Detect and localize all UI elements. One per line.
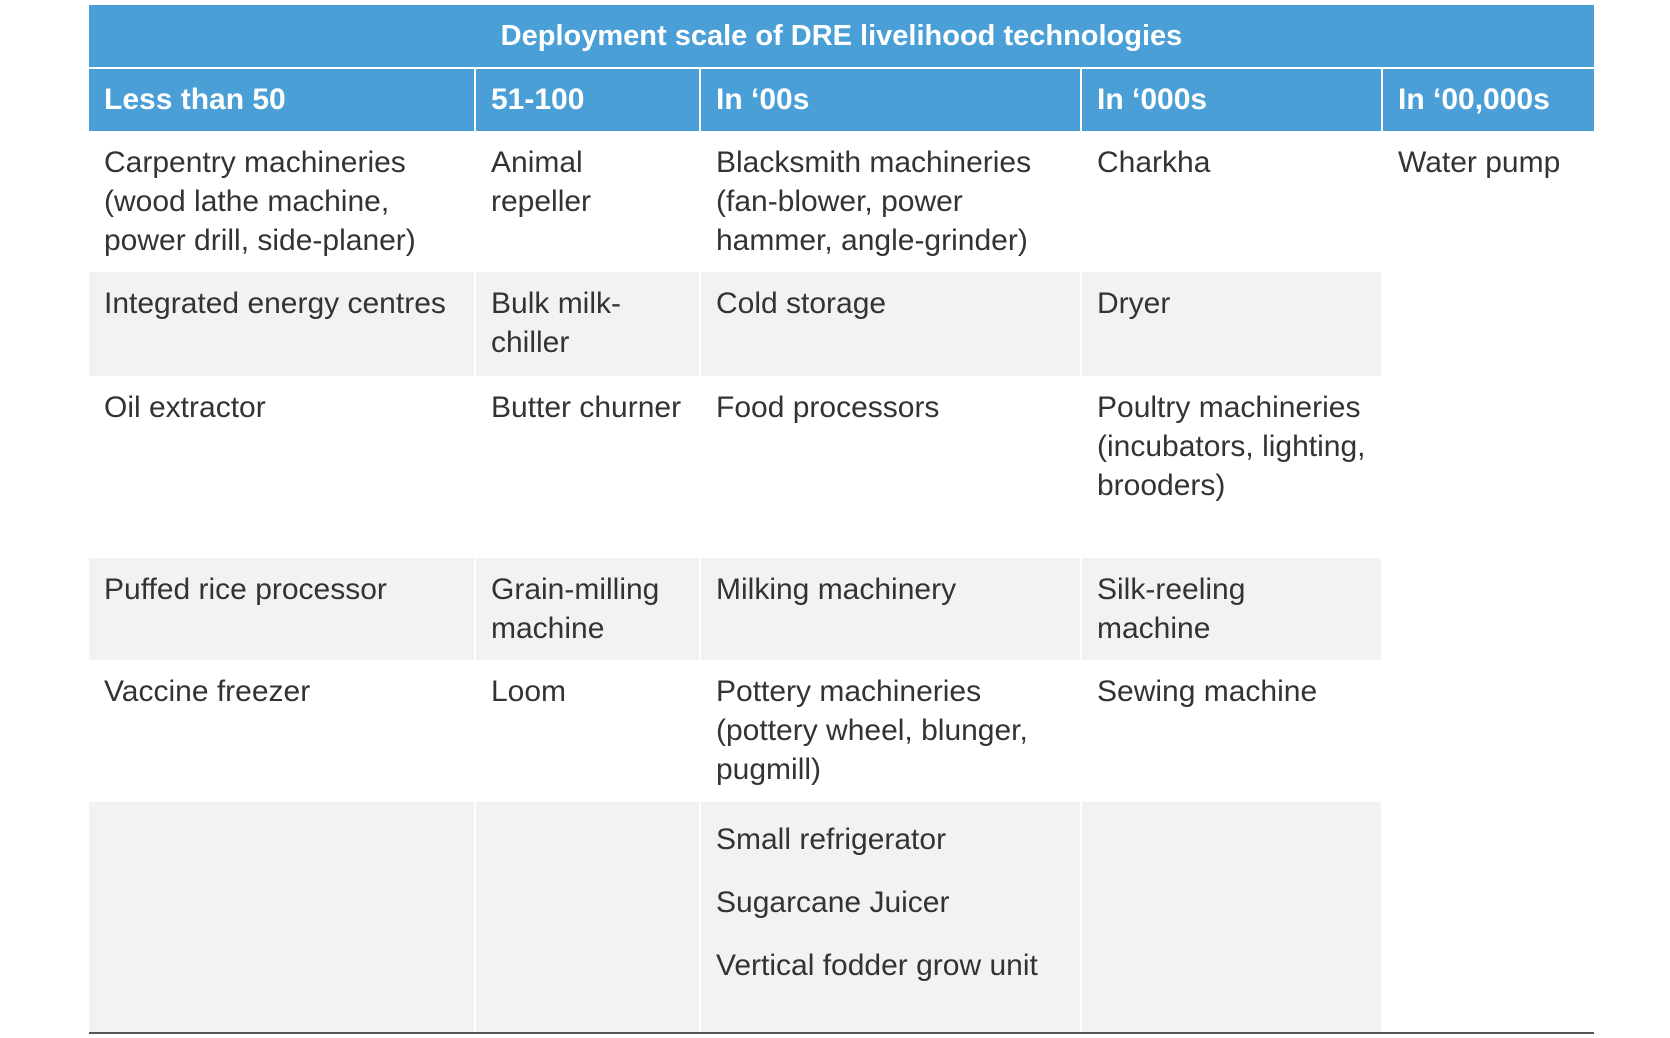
table-cell: Dryer: [1082, 272, 1383, 376]
table-cell: Charkha: [1082, 131, 1383, 272]
list-item: Vertical fodder grow unit: [716, 949, 1038, 982]
table-cell-water-pump: Water pump: [1383, 131, 1594, 1032]
table-cell: Oil extractor: [89, 376, 476, 558]
table-cell: Milking machinery: [701, 558, 1082, 660]
list-item: Small refrigerator: [716, 823, 947, 856]
header-row: Less than 50 51-100 In ‘00s In ‘000s In …: [89, 69, 1594, 131]
table-cell: Food processors: [701, 376, 1082, 558]
header-in-000s: In ‘000s: [1082, 69, 1383, 131]
table-cell-empty: [89, 802, 476, 1032]
deployment-table: Deployment scale of DRE livelihood techn…: [89, 5, 1594, 1034]
table-cell-stacked: Small refrigerator Sugarcane Juicer Vert…: [701, 802, 1082, 1032]
header-less-than-50: Less than 50: [89, 69, 476, 131]
table-cell-empty: [476, 802, 701, 1032]
table-title: Deployment scale of DRE livelihood techn…: [89, 5, 1594, 69]
table-cell: Animal repeller: [476, 131, 701, 272]
table-cell: Integrated energy centres: [89, 272, 476, 376]
table-cell: Butter churner: [476, 376, 701, 558]
table-cell: Cold storage: [701, 272, 1082, 376]
table-cell: Puffed rice processor: [89, 558, 476, 660]
table-cell: Sewing machine: [1082, 660, 1383, 802]
header-in-00s: In ‘00s: [701, 69, 1082, 131]
table-cell: Carpentry machineries (wood lathe machin…: [89, 131, 476, 272]
table-cell: Loom: [476, 660, 701, 802]
table-cell-empty: [1082, 802, 1383, 1032]
table-cell: Blacksmith machineries (fan-blower, powe…: [701, 131, 1082, 272]
table-body: Carpentry machineries (wood lathe machin…: [89, 131, 1594, 1034]
table-cell: Poultry machineries (incubators, lightin…: [1082, 376, 1383, 558]
table-cell: Bulk milk-chiller: [476, 272, 701, 376]
table-cell: Vaccine freezer: [89, 660, 476, 802]
table-cell: Grain-milling machine: [476, 558, 701, 660]
list-item: Sugarcane Juicer: [716, 886, 950, 919]
header-in-00000s: In ‘00,000s: [1398, 83, 1550, 116]
table-cell: Silk-reeling machine: [1082, 558, 1383, 660]
table-cell: Pottery machineries (pottery wheel, blun…: [701, 660, 1082, 802]
header-51-100: 51-100: [476, 69, 701, 131]
